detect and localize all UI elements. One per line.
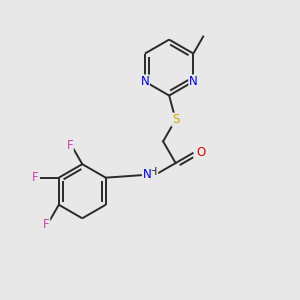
Text: H: H xyxy=(149,167,158,177)
Text: F: F xyxy=(32,171,39,184)
Text: O: O xyxy=(196,146,206,159)
Text: F: F xyxy=(43,218,50,231)
Text: N: N xyxy=(140,75,149,88)
Text: N: N xyxy=(142,168,151,181)
Text: S: S xyxy=(172,113,179,126)
Text: N: N xyxy=(189,75,198,88)
Text: F: F xyxy=(67,139,73,152)
